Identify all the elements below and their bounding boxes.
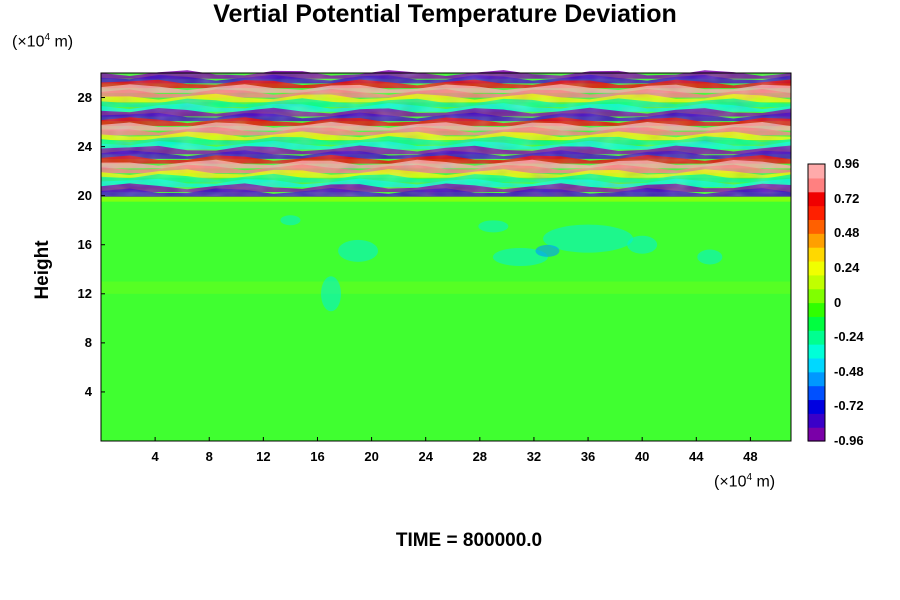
plot-area [100,70,792,442]
cyan-patch [627,235,658,254]
x-tick-label: 8 [205,449,213,464]
cyan-patch [478,220,509,233]
colorbar-tick-label: -0.72 [834,398,864,414]
colorbar-tick-label: 0 [834,294,842,310]
colorbar-tick-label: 0.96 [834,156,860,171]
cyan-patch [492,248,548,266]
colorbar-tick-label: 0.72 [834,190,860,206]
colorbar-segment [808,413,825,428]
x-tick-label: 32 [526,449,542,464]
colorbar-segment [808,247,825,262]
y-tick-label: 28 [77,89,92,105]
x-tick-label: 48 [743,449,758,464]
colorbar-segment [808,399,825,414]
colorbar-segment [808,191,825,207]
upper-noise [101,73,791,196]
colorbar-segment [808,344,825,359]
x-tick-label: 44 [689,449,704,464]
y-tick-label: 8 [84,334,92,350]
x-tick-label: 12 [256,449,271,464]
lower-field [101,195,791,441]
cyan-patch [321,276,341,312]
colorbar-segment [808,357,825,373]
y-tick-label: 4 [84,383,92,399]
colorbar-tick-label: -0.48 [834,363,864,379]
colorbar-segment [808,205,825,220]
plot-frame [100,72,792,442]
colorbar-segment [808,274,825,290]
field-band [101,281,791,294]
blue-patch [535,244,560,257]
y-tick-label: 24 [77,138,92,154]
x-axis-unit: (×104 m) [714,472,776,491]
colorbar-tick-label: -0.24 [834,329,864,345]
time-label: TIME = 800000.0 [395,530,543,551]
colorbar [807,163,826,442]
y-tick-label: 16 [77,236,92,252]
colorbar-tick-label: 0.48 [834,225,860,241]
cyan-patch [280,215,301,226]
colorbar-segment [808,385,825,401]
cyan-patch [338,239,379,262]
colorbar-segment [808,233,825,248]
colorbar-tick-label: 0.24 [834,259,860,275]
x-tick-label: 20 [364,449,379,464]
colorbar-segment [808,427,825,442]
colorbar-segment [808,177,825,193]
colorbar-frame [807,163,826,442]
x-tick-label: 4 [151,449,159,464]
colorbar-segment [808,219,825,234]
colorbar-segment [808,371,825,387]
y-axis-unit: (×104 m) [12,32,74,51]
x-tick-label: 40 [634,449,650,464]
colorbar-segment [808,330,825,345]
yellow-band [101,195,791,202]
colorbar-segment [808,316,825,331]
x-tick-label: 36 [580,449,596,464]
y-tick-label: 12 [77,285,92,301]
colorbar-segment [808,164,825,179]
colorbar-tick-label: -0.96 [834,433,864,448]
colorbar-segment [808,260,825,276]
x-tick-label: 16 [310,449,325,464]
chart-title: Vertial Potential Temperature Deviation [213,0,677,28]
colorbar-segment [808,288,825,304]
y-tick-label: 20 [77,187,92,203]
x-tick-label: 24 [418,449,433,464]
colorbar-segment [808,302,825,317]
cyan-patch [697,249,723,265]
x-tick-label: 28 [472,449,488,464]
cyan-patch [543,224,634,253]
